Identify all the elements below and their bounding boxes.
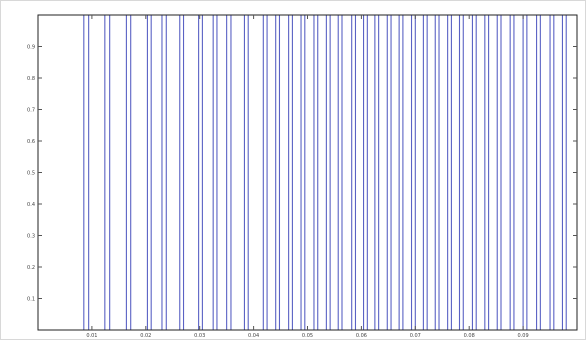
y-tick-label: 0.7	[27, 108, 35, 114]
pulse-15	[313, 15, 319, 330]
pulse-20	[374, 15, 380, 330]
x-tick-label: 0.09	[518, 333, 529, 339]
x-tick-label: 0.05	[302, 333, 313, 339]
pulse-24	[422, 15, 428, 330]
pulse-7	[198, 15, 203, 330]
y-tick-label: 0.3	[27, 234, 35, 240]
pulse-14	[300, 15, 306, 330]
pulse-35	[561, 15, 567, 330]
pulse-9	[226, 15, 232, 330]
x-tick-label: 0.07	[410, 333, 421, 339]
pulse-29	[484, 15, 490, 330]
pulse-30	[496, 15, 502, 330]
pulse-3	[125, 15, 132, 330]
x-tick-label: 0.04	[248, 333, 259, 339]
y-tick-label: 0.8	[27, 76, 35, 82]
pulse-19	[363, 15, 368, 330]
pulse-18	[351, 15, 357, 330]
pulse-33	[536, 15, 541, 330]
pulse-28	[471, 15, 477, 330]
x-tick-label: 0.02	[140, 333, 151, 339]
y-tick-label: 0.9	[27, 45, 35, 51]
pulse-4	[146, 15, 152, 330]
pulse-1	[83, 15, 90, 330]
plot-area	[38, 15, 577, 330]
pulse-13	[288, 15, 293, 330]
pulse-26	[447, 15, 452, 330]
pulse-22	[398, 15, 404, 330]
pulse-27	[458, 15, 464, 330]
pulse-12	[275, 15, 281, 330]
pulse-2	[104, 15, 111, 330]
pulse-5	[161, 15, 167, 330]
pulse-23	[410, 15, 416, 330]
x-tick-label: 0.06	[356, 333, 367, 339]
pulse-16	[325, 15, 331, 330]
pulse-10	[243, 15, 249, 330]
y-tick-label: 0.4	[27, 202, 35, 208]
pulse-21	[386, 15, 392, 330]
pulse-6	[179, 15, 185, 330]
y-tick-label: 0.1	[27, 297, 35, 303]
x-tick-label: 0.08	[464, 333, 475, 339]
x-tick-label: 0.03	[194, 333, 205, 339]
pulse-11	[262, 15, 268, 330]
pulse-32	[522, 15, 528, 330]
y-tick-label: 0.5	[27, 171, 35, 177]
pulse-25	[434, 15, 440, 330]
pulse-series	[83, 15, 567, 330]
pulse-31	[509, 15, 515, 330]
pulse-17	[337, 15, 343, 330]
y-tick-label: 0.2	[27, 265, 35, 271]
y-axis: 0.1 0.2 0.3 0.4 0.5 0.6 0.7 0.8 0.9	[27, 45, 577, 303]
pulse-34	[549, 15, 555, 330]
pulse-8	[212, 15, 218, 330]
y-tick-label: 0.6	[27, 139, 35, 145]
x-tick-label: 0.01	[86, 333, 97, 339]
x-axis: 0.01 0.02 0.03 0.04 0.05 0.06 0.07 0.08 0.09	[86, 15, 529, 339]
